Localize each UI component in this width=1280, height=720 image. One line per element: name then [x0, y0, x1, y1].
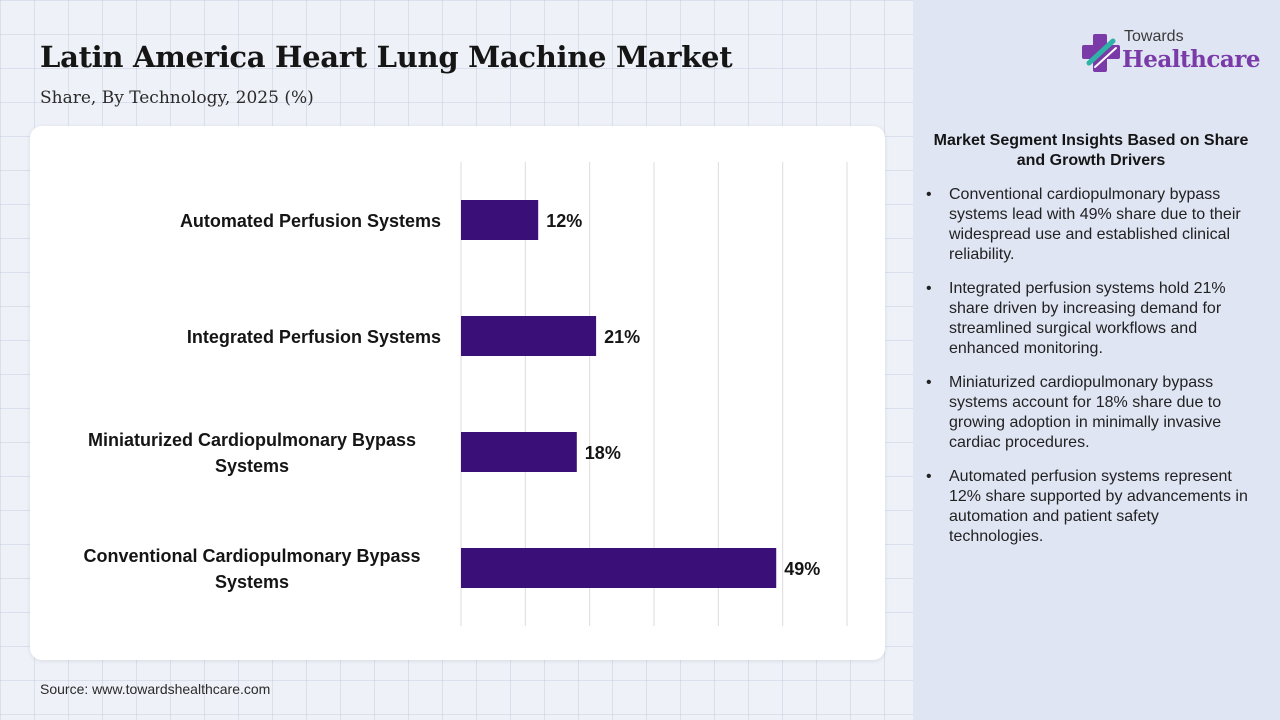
page-subtitle: Share, By Technology, 2025 (%)	[40, 88, 314, 108]
insight-item: Conventional cardiopulmonary bypass syst…	[925, 185, 1257, 265]
brand-name-top: Towards	[1124, 28, 1184, 45]
category-label: Miniaturized Cardiopulmonary Bypass Syste…	[88, 430, 416, 476]
category-label: Integrated Perfusion Systems	[187, 327, 441, 347]
source-note: Source: www.towardshealthcare.com	[40, 681, 271, 697]
insights-heading: Market Segment Insights Based on Share a…	[933, 132, 1249, 169]
insight-item: Integrated perfusion systems hold 21% sh…	[925, 279, 1257, 359]
brand-logo: Towards Healthcare	[1080, 28, 1261, 78]
category-label: Conventional Cardiopulmonary Bypass Syste…	[83, 546, 420, 592]
insights-panel-background	[913, 0, 1280, 720]
insights-list: Conventional cardiopulmonary bypass syst…	[925, 185, 1257, 547]
bar	[461, 548, 777, 588]
page-title: Latin America Heart Lung Machine Market	[40, 40, 733, 74]
insight-item: Automated perfusion systems represent 12…	[925, 467, 1257, 547]
bar-chart: 12% Automated Perfusion Systems 21% Integra…	[83, 162, 848, 626]
data-label: 18%	[585, 443, 621, 463]
data-label: 21%	[604, 327, 640, 347]
medical-cross-icon	[1082, 34, 1120, 72]
data-label: 49%	[784, 559, 820, 579]
bar	[461, 316, 597, 356]
chart-card: 12% Automated Perfusion Systems 21% Integra…	[30, 126, 885, 660]
category-label: Automated Perfusion Systems	[180, 211, 441, 231]
brand-name-main: Healthcare	[1122, 46, 1261, 73]
bar	[461, 200, 539, 240]
insight-item: Miniaturized cardiopulmonary bypass syst…	[925, 373, 1257, 453]
bar	[461, 432, 577, 472]
data-label: 12%	[546, 211, 582, 231]
insights-section: Market Segment Insights Based on Share a…	[925, 131, 1257, 561]
